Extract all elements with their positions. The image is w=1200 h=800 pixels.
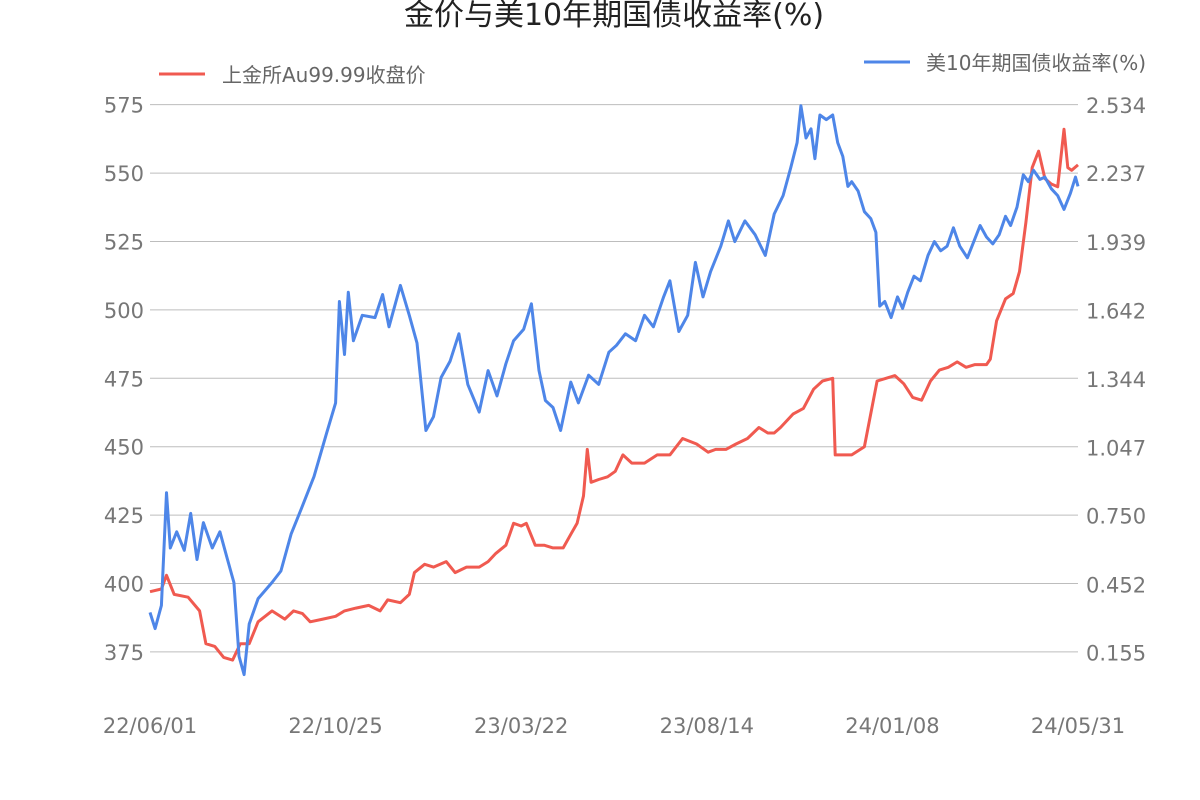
legend-label-gold: 上金所Au99.99收盘价 (222, 63, 426, 87)
x-axis-tick-label: 23/08/14 (660, 714, 754, 738)
x-axis-ticks: 22/06/01 22/10/25 23/03/22 23/08/14 24/01/08… (103, 714, 1125, 738)
x-axis-tick-label: 23/03/22 (474, 714, 568, 738)
legend-yield[interactable]: 美10年期国债收益率(%) (864, 51, 1146, 75)
gridlines (150, 104, 1078, 653)
right-axis-tick-label: 2.237 (1086, 162, 1146, 186)
x-axis-tick-label: 24/01/08 (845, 714, 939, 738)
chart-title: 金价与美10年期国债收益率(%) (404, 0, 824, 33)
right-axis-ticks: 2.534 2.237 1.939 1.642 1.344 1.047 0.750 0.452… (1086, 94, 1146, 666)
left-axis-tick-label: 375 (104, 641, 144, 665)
legend-gold[interactable]: 上金所Au99.99收盘价 (159, 63, 426, 87)
left-axis-tick-label: 525 (104, 230, 144, 254)
right-axis-tick-label: 0.155 (1086, 642, 1146, 666)
legend-label-yield: 美10年期国债收益率(%) (926, 51, 1146, 75)
left-axis-tick-label: 400 (104, 573, 144, 597)
right-axis-tick-label: 0.452 (1086, 573, 1146, 597)
x-axis-tick-label: 22/06/01 (103, 714, 197, 738)
left-axis-tick-label: 450 (104, 436, 144, 460)
series-line-yield (148, 104, 1080, 677)
right-axis-tick-label: 2.534 (1086, 94, 1146, 118)
x-axis-tick-label: 22/10/25 (288, 714, 382, 738)
right-axis-tick-label: 1.939 (1086, 231, 1146, 255)
left-axis-tick-label: 575 (104, 94, 144, 118)
left-axis-tick-label: 550 (104, 162, 144, 186)
series-line-gold (149, 127, 1079, 662)
right-axis-tick-label: 1.344 (1086, 368, 1146, 392)
left-axis-tick-label: 475 (104, 367, 144, 391)
left-axis-tick-label: 500 (104, 299, 144, 323)
x-axis-tick-label: 24/05/31 (1031, 714, 1125, 738)
right-axis-tick-label: 1.642 (1086, 299, 1146, 323)
left-axis-tick-label: 425 (104, 504, 144, 528)
right-axis-tick-label: 1.047 (1086, 436, 1146, 460)
right-axis-tick-label: 0.750 (1086, 505, 1146, 529)
left-axis-ticks: 575 550 525 500 475 450 425 400 375 (104, 94, 144, 665)
